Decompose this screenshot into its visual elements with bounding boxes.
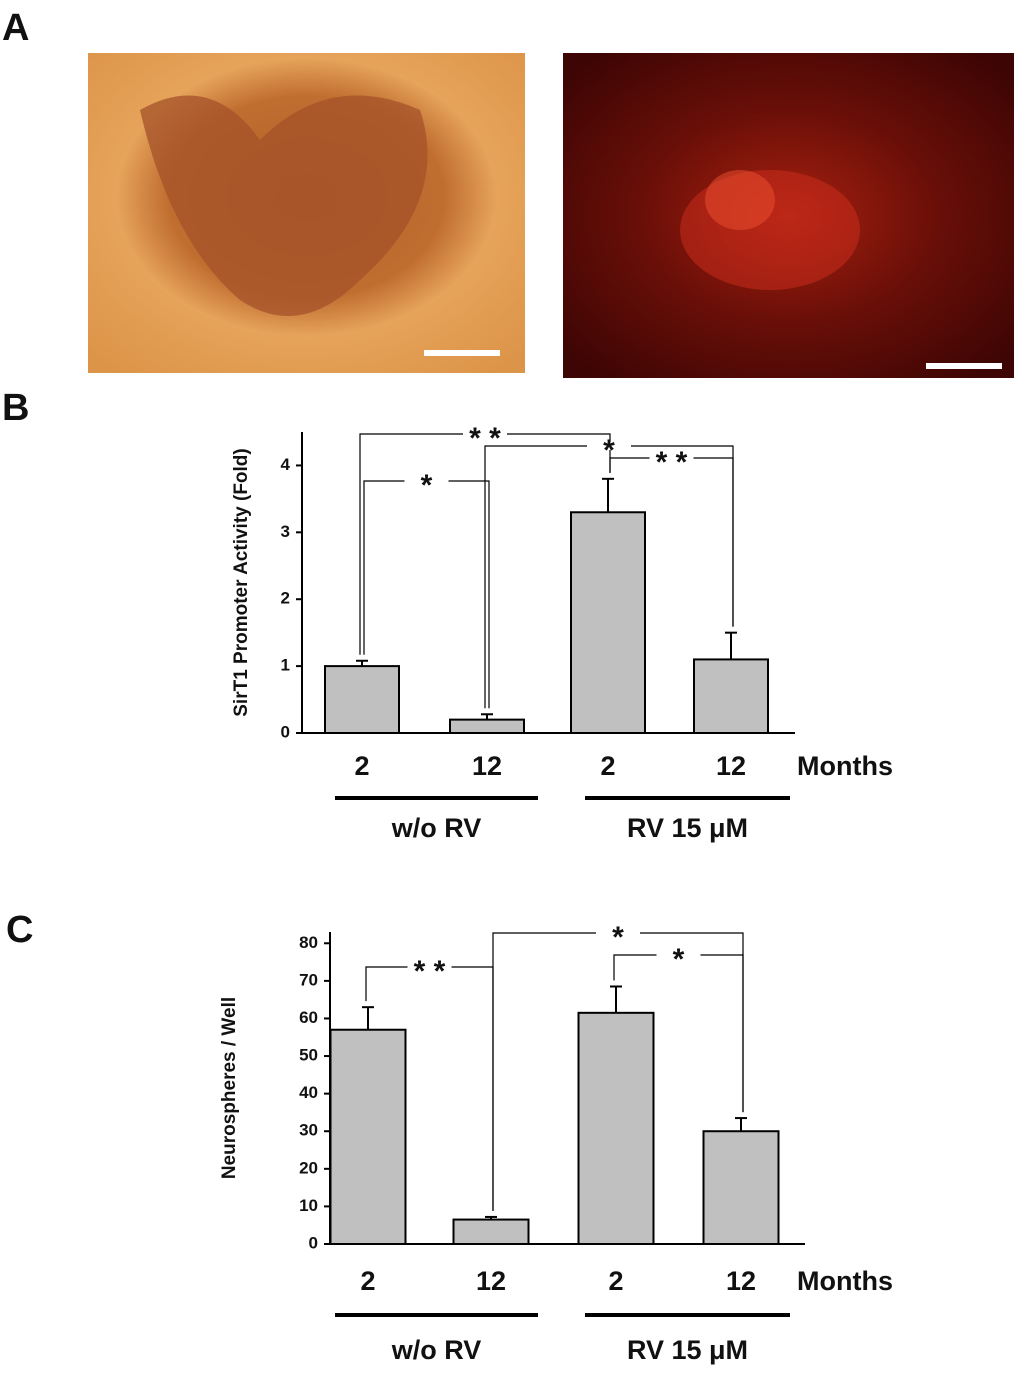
panel-label: A [2, 7, 29, 49]
significance-label: * * [414, 955, 446, 988]
bar [577, 1011, 655, 1245]
y-tick-label: 3 [281, 522, 290, 541]
x-tick-label: 2 [360, 1266, 375, 1296]
y-tick-label: 2 [281, 589, 290, 608]
y-axis-label: Neurospheres / Well [219, 997, 240, 1179]
bracket-gap [463, 430, 507, 438]
bar [329, 1028, 407, 1246]
y-tick-label: 30 [299, 1121, 318, 1140]
y-tick-label: 1 [281, 656, 290, 675]
panel-label: C [6, 909, 33, 951]
x-tick-label: 2 [608, 1266, 623, 1296]
bar [570, 511, 646, 734]
y-tick-label: 0 [281, 722, 290, 741]
y-tick-label: 4 [281, 455, 291, 474]
bar [702, 1130, 780, 1245]
significance-label: * [603, 434, 615, 467]
significance-label: * [673, 943, 685, 976]
group-label: RV 15 μM [627, 1335, 748, 1365]
x-unit-label: Months [797, 751, 893, 781]
bracket-gap [587, 442, 631, 450]
panel-label: B [2, 387, 29, 429]
bracket-gap [407, 963, 452, 971]
y-tick-label: 0 [309, 1233, 318, 1252]
x-tick-label: 12 [476, 1266, 506, 1296]
y-tick-label: 50 [299, 1046, 318, 1065]
y-tick-label: 40 [299, 1083, 318, 1102]
y-tick-label: 20 [299, 1158, 318, 1177]
y-tick-label: 60 [299, 1008, 318, 1027]
y-tick-label: 80 [299, 933, 318, 952]
y-axis-label: SirT1 Promoter Activity (Fold) [231, 448, 252, 717]
x-tick-label: 2 [354, 751, 369, 781]
group-label: w/o RV [391, 813, 482, 843]
x-tick-label: 2 [600, 751, 615, 781]
bracket-gap [656, 951, 701, 959]
bar [449, 718, 525, 734]
bar [452, 1218, 530, 1246]
bar [324, 665, 400, 734]
significance-label: * [421, 469, 433, 502]
significance-label: * [612, 921, 624, 954]
y-tick-label: 10 [299, 1196, 318, 1215]
group-label: RV 15 μM [627, 813, 748, 843]
bracket-gap [649, 454, 694, 462]
bracket-gap [404, 477, 449, 485]
x-tick-label: 12 [472, 751, 502, 781]
x-unit-label: Months [797, 1266, 893, 1296]
bracket-gap [596, 929, 640, 937]
group-label: w/o RV [391, 1335, 482, 1365]
x-tick-label: 12 [726, 1266, 756, 1296]
significance-label: * * [656, 446, 688, 479]
bar [693, 658, 769, 735]
x-tick-label: 12 [716, 751, 746, 781]
micrograph-fluorescent [563, 53, 1014, 378]
micrograph-bright [88, 53, 525, 373]
y-tick-label: 70 [299, 970, 318, 989]
